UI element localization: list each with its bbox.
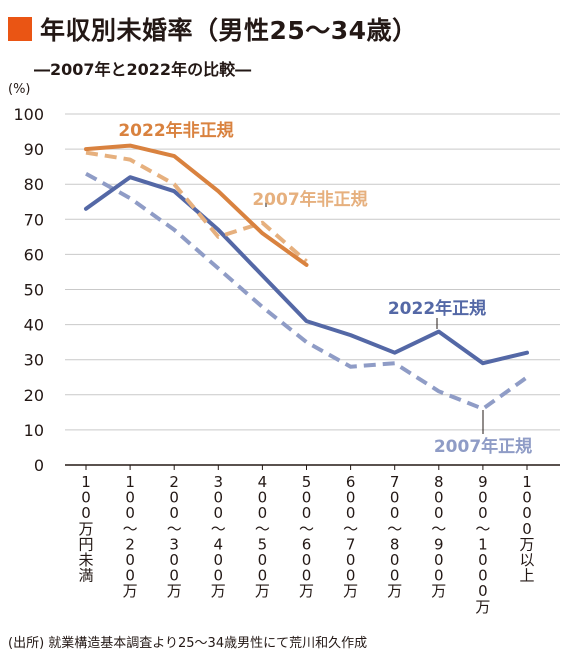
series-line-0: [84, 143, 309, 267]
x-tick-label: 6 0 0 ～ 7 0 0 万: [343, 473, 358, 600]
y-tick-label: 100: [13, 105, 44, 124]
y-tick-label: 70: [24, 210, 44, 229]
series-lines: [84, 143, 529, 411]
y-axis-ticks: 0 10 20 30 40 50 60 70 80 90 100: [13, 105, 44, 475]
series-line-3: [85, 171, 529, 411]
x-axis-ticks: 1 0 0 万円未満 1 0 0 ～ 2 0 0 万 2 0 0 ～ 3 0 0 万 3 0 0 ～ 4 0 0 万 4 0 0 ～ 5 0 0 万 5…: [78, 465, 535, 616]
series-label: 2007年非正規: [252, 189, 367, 210]
y-tick-label: 30: [24, 351, 44, 370]
x-tick-label: 1 0 0 万円未満: [78, 473, 93, 585]
x-tick-label: 8 0 0 ～ 9 0 0 万: [431, 473, 446, 600]
y-tick-label: 60: [24, 245, 44, 264]
x-tick-label: 3 0 0 ～ 4 0 0 万: [211, 473, 226, 600]
series-label: 2007年正規: [434, 436, 532, 457]
series-annotations: 2022年非正規 2007年非正規 2022年正規 2007年正規: [118, 120, 532, 457]
y-axis-unit-label: (%): [8, 82, 31, 97]
series-label: 2022年正規: [388, 298, 486, 319]
x-tick-label: 2 0 0 ～ 3 0 0 万: [167, 473, 182, 600]
source-note: (出所) 就業構造基本調査より25～34歳男性にて荒川和久作成: [8, 636, 368, 651]
chart-subtitle: ―2007年と2022年の比較―: [34, 60, 252, 79]
y-tick-label: 90: [24, 140, 44, 159]
chart-title-block: 年収別未婚率（男性25～34歳）: [8, 12, 418, 46]
gridlines: [65, 113, 560, 466]
y-tick-label: 80: [24, 175, 44, 194]
x-tick-label: 9 0 0 ～ 1 0 0 0 万: [475, 473, 490, 616]
series-line-1: [85, 150, 308, 263]
chart-title: 年収別未婚率（男性25～34歳）: [40, 16, 418, 45]
x-tick-label: 1 0 0 0 万以上: [519, 473, 534, 585]
y-tick-label: 40: [24, 316, 44, 335]
x-tick-label: 4 0 0 ～ 5 0 0 万: [255, 473, 270, 600]
title-marker-square: [8, 17, 32, 41]
series-label: 2022年非正規: [118, 120, 233, 141]
y-tick-label: 20: [24, 386, 44, 405]
x-tick-label: 7 0 0 ～ 8 0 0 万: [387, 473, 402, 600]
x-tick-label: 1 0 0 ～ 2 0 0 万: [123, 473, 138, 600]
series-line-2: [84, 175, 529, 366]
y-tick-label: 10: [24, 421, 44, 440]
y-tick-label: 50: [24, 281, 44, 300]
x-tick-label: 5 0 0 ～ 6 0 0 万: [299, 473, 314, 600]
y-tick-label: 0: [34, 456, 44, 475]
